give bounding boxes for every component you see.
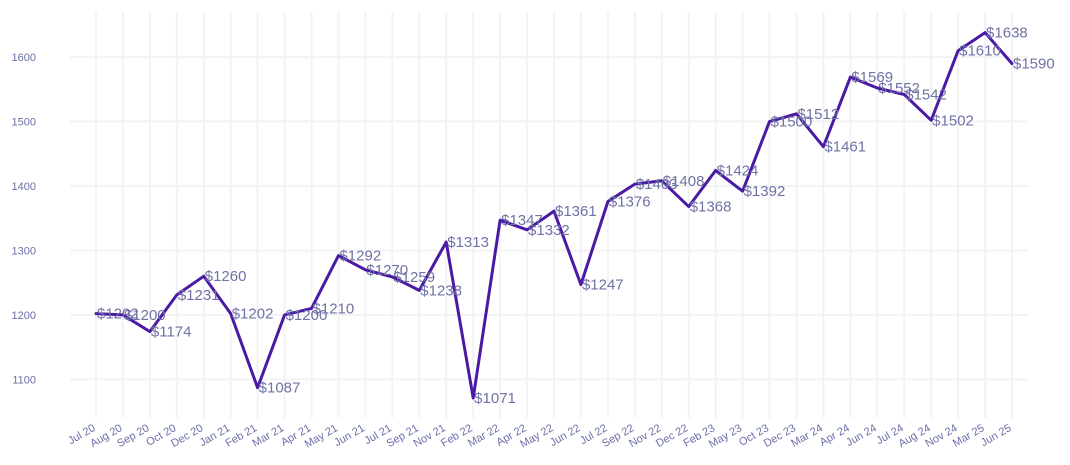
- data-label: $1638: [986, 25, 1028, 42]
- data-label: $1087: [259, 380, 301, 397]
- y-tick-label: 1400: [12, 181, 36, 193]
- data-label: $1500: [771, 114, 813, 131]
- data-label: $1569: [851, 69, 893, 86]
- data-label: $1403: [636, 176, 678, 193]
- series-line-group: [94, 31, 1014, 400]
- data-label: $1202: [97, 306, 139, 323]
- x-tick-label: Mar 24: [789, 422, 825, 450]
- data-label: $1424: [717, 163, 759, 180]
- data-label: $1392: [744, 183, 786, 200]
- y-axis-ticks: 1100 1200 1300 1400 1500 1600: [12, 52, 36, 386]
- data-label: $1200: [286, 307, 328, 324]
- y-tick-label: 1300: [12, 245, 36, 257]
- data-label: $1361: [555, 203, 597, 220]
- x-tick-label: Jun 22: [548, 422, 583, 449]
- data-label: $1247: [582, 277, 624, 294]
- data-label: $1210: [313, 300, 355, 317]
- data-label: $1332: [528, 222, 570, 239]
- y-tick-label: 1500: [12, 117, 36, 129]
- data-label: $1542: [905, 86, 947, 103]
- y-tick-label: 1200: [12, 310, 36, 322]
- data-label: $1200: [124, 307, 166, 324]
- data-label: $1461: [824, 139, 866, 156]
- data-label: $1202: [232, 306, 274, 323]
- data-label: $1502: [932, 112, 974, 129]
- data-label: $1174: [151, 324, 192, 341]
- y-tick-label: 1600: [12, 52, 36, 64]
- data-label: $1313: [447, 234, 489, 251]
- data-label: $1238: [420, 282, 462, 299]
- data-label: $1552: [878, 80, 920, 97]
- y-tick-label: 1100: [12, 374, 36, 386]
- data-label: $1590: [1013, 56, 1055, 73]
- data-label: $1270: [366, 262, 408, 279]
- data-label: $1231: [178, 287, 220, 304]
- data-label: $1376: [609, 193, 651, 210]
- data-label: $1347: [501, 212, 543, 229]
- data-label: $1260: [205, 268, 247, 285]
- x-tick-label: Jun 25: [979, 422, 1014, 449]
- grid: [70, 12, 1028, 418]
- x-tick-label: Jun 24: [844, 422, 879, 449]
- series-line: [94, 31, 1014, 400]
- data-label: $1408: [663, 173, 705, 190]
- data-label: $1610: [959, 43, 1001, 60]
- data-labels: $1202$1200$1174$1231$1260$1202$1087$1200…: [97, 25, 1055, 407]
- x-tick-label: Mar 21: [250, 422, 286, 450]
- data-label: $1071: [474, 390, 516, 407]
- x-tick-label: Jun 21: [332, 422, 367, 449]
- x-tick-label: Mar 22: [466, 422, 502, 450]
- data-label: $1512: [797, 106, 839, 123]
- x-tick-label: Mar 25: [951, 422, 987, 450]
- data-label: $1259: [393, 269, 435, 286]
- data-label: $1292: [339, 248, 381, 265]
- data-label: $1368: [690, 199, 732, 216]
